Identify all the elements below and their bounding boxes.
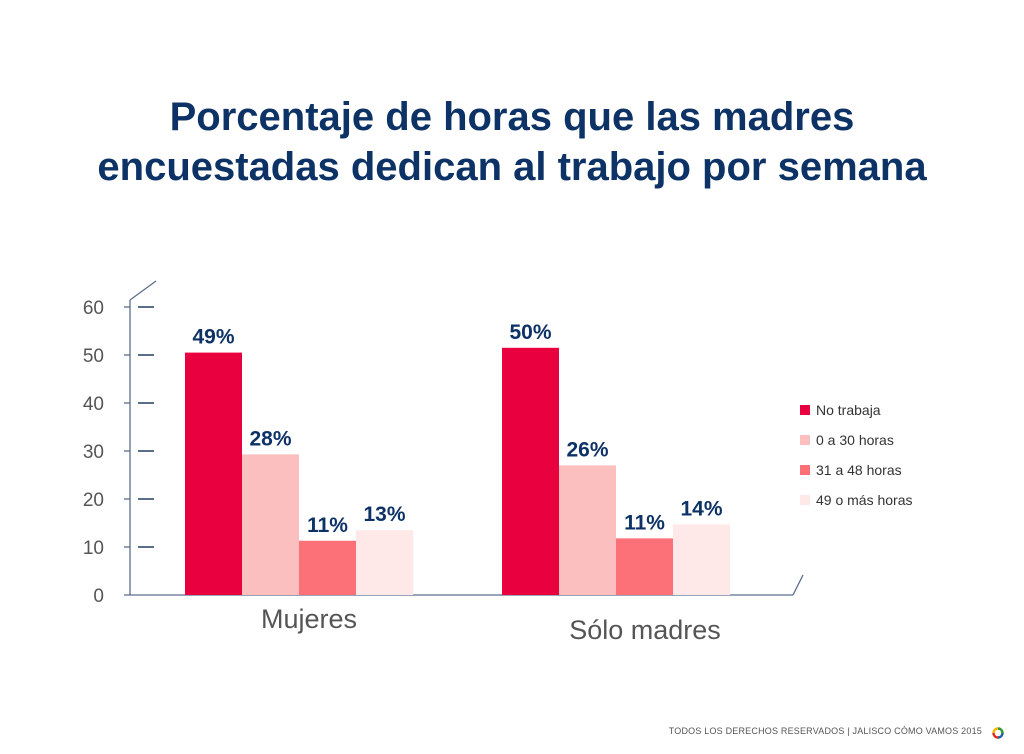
data-label: 50% [509,321,551,344]
y-axis-perspective [129,280,157,301]
legend-label: No trabaja [816,402,881,418]
ring-logo-icon [992,727,1004,739]
y-tick-label: 0 [93,586,104,607]
bar [559,465,616,595]
y-tick-label: 50 [83,346,104,367]
bar [502,347,559,595]
data-label: 49% [192,326,234,349]
legend-swatch [800,465,810,475]
chart-title-line2: encuestadas dedican al trabajo por seman… [97,145,927,189]
bar [299,540,356,595]
bar [356,530,413,595]
legend-swatch [800,495,810,505]
footer-org: JALISCO CÓMO VAMOS 2015 [852,726,982,736]
y-tick-label: 20 [83,490,104,511]
category-label: Sólo madres [569,615,721,645]
footer-rights: TODOS LOS DERECHOS RESERVADOS [668,726,845,736]
data-label: 28% [249,427,291,450]
chart-title: Porcentaje de horas que las madres encue… [0,92,1024,192]
bar [185,352,242,595]
y-tick-label: 40 [83,394,104,415]
bar [673,524,730,595]
bar [242,454,299,595]
y-tick-label: 60 [83,298,104,319]
chart-title-line1: Porcentaje de horas que las madres [169,95,855,139]
footer: TODOS LOS DERECHOS RESERVADOS | JALISCO … [669,726,982,736]
legend-swatch [800,435,810,445]
data-label: 14% [680,497,722,520]
data-label: 26% [566,438,608,461]
legend-label: 31 a 48 horas [816,462,902,478]
data-label: 11% [624,511,665,534]
legend-label: 0 a 30 horas [816,432,894,448]
footer-separator: | [847,726,850,736]
y-tick-label: 30 [83,442,104,463]
legend-label: 49 o más horas [816,492,913,508]
category-label: Mujeres [261,604,357,634]
bar [616,538,673,595]
data-label: 11% [307,514,348,537]
legend-swatch [800,405,810,415]
x-axis-perspective [792,574,804,596]
y-tick-label: 10 [83,538,104,559]
data-label: 13% [363,503,405,526]
